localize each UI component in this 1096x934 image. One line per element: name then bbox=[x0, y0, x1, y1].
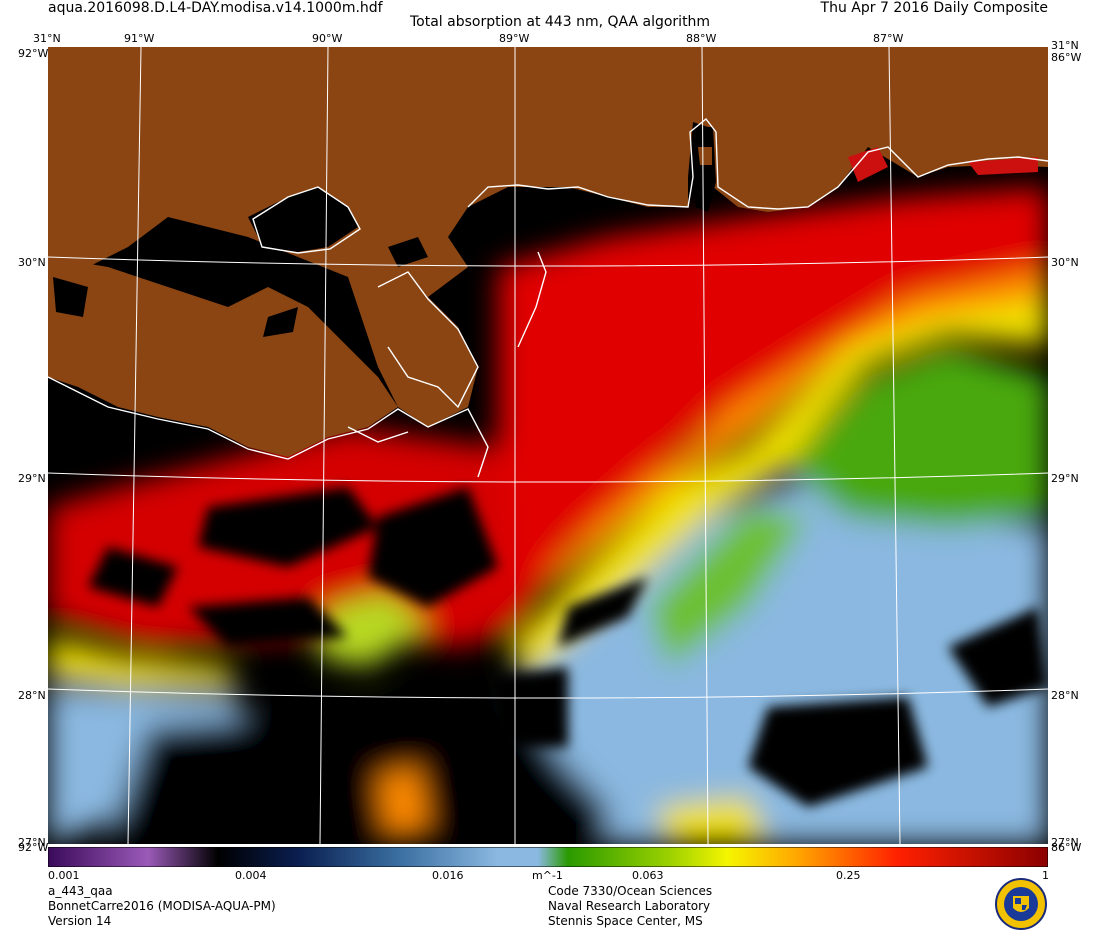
lon-label-top: 87°W bbox=[873, 32, 904, 45]
cloud-gaps bbox=[88, 487, 1048, 807]
colorbar-tick: 1 bbox=[1042, 869, 1049, 882]
lat-label-left: 30°N bbox=[18, 256, 46, 269]
absorption-map[interactable] bbox=[48, 47, 1048, 844]
lat-label-right: 28°N bbox=[1051, 689, 1079, 702]
corner-bottom-left-lon: 92°W bbox=[18, 841, 49, 854]
colorbar bbox=[47, 846, 1049, 868]
colorbar-tick: 0.001 bbox=[48, 869, 80, 882]
colorbar-tick: 0.004 bbox=[235, 869, 267, 882]
corner-top-right-lon: 86°W bbox=[1051, 51, 1082, 64]
org-line-3: Stennis Space Center, MS bbox=[548, 914, 703, 928]
colorbar-tick: 0.016 bbox=[432, 869, 464, 882]
nrl-seal-logo bbox=[995, 878, 1047, 930]
corner-bottom-right-lat: 27°N bbox=[1051, 836, 1079, 849]
corner-top-left-lon: 92°W bbox=[18, 47, 49, 60]
colorbar-unit: m^-1 bbox=[532, 869, 563, 882]
project-name: BonnetCarre2016 (MODISA-AQUA-PM) bbox=[48, 899, 276, 913]
colorbar-tick: 0.063 bbox=[632, 869, 664, 882]
corner-bottom-left-lat: 27°N bbox=[18, 836, 46, 849]
coastline bbox=[48, 118, 1048, 478]
colorbar-tick: 0.25 bbox=[836, 869, 861, 882]
lon-label-top: 90°W bbox=[312, 32, 343, 45]
lat-label-right: 29°N bbox=[1051, 472, 1079, 485]
org-line-2: Naval Research Laboratory bbox=[548, 899, 711, 913]
corner-top-right-lat: 31°N bbox=[1051, 39, 1079, 52]
lat-label-left: 29°N bbox=[18, 472, 46, 485]
lat-label-left: 28°N bbox=[18, 689, 46, 702]
composite-date: Thu Apr 7 2016 Daily Composite bbox=[820, 0, 1048, 16]
version-label: Version 14 bbox=[48, 914, 112, 928]
org-line-1: Code 7330/Ocean Sciences bbox=[548, 884, 713, 898]
lat-label-right: 30°N bbox=[1051, 256, 1079, 269]
file-name: aqua.2016098.D.L4-DAY.modisa.v14.1000m.h… bbox=[48, 0, 383, 16]
product-name: a_443_qaa bbox=[48, 884, 113, 898]
lon-label-top: 89°W bbox=[499, 32, 530, 45]
graticule bbox=[48, 47, 1048, 844]
corner-top-left-lat: 31°N bbox=[33, 32, 61, 45]
map-title: Total absorption at 443 nm, QAA algorith… bbox=[410, 14, 711, 30]
lon-label-top: 91°W bbox=[124, 32, 155, 45]
corner-bottom-right-lon: 86°W bbox=[1051, 841, 1082, 854]
lon-label-top: 88°W bbox=[686, 32, 717, 45]
